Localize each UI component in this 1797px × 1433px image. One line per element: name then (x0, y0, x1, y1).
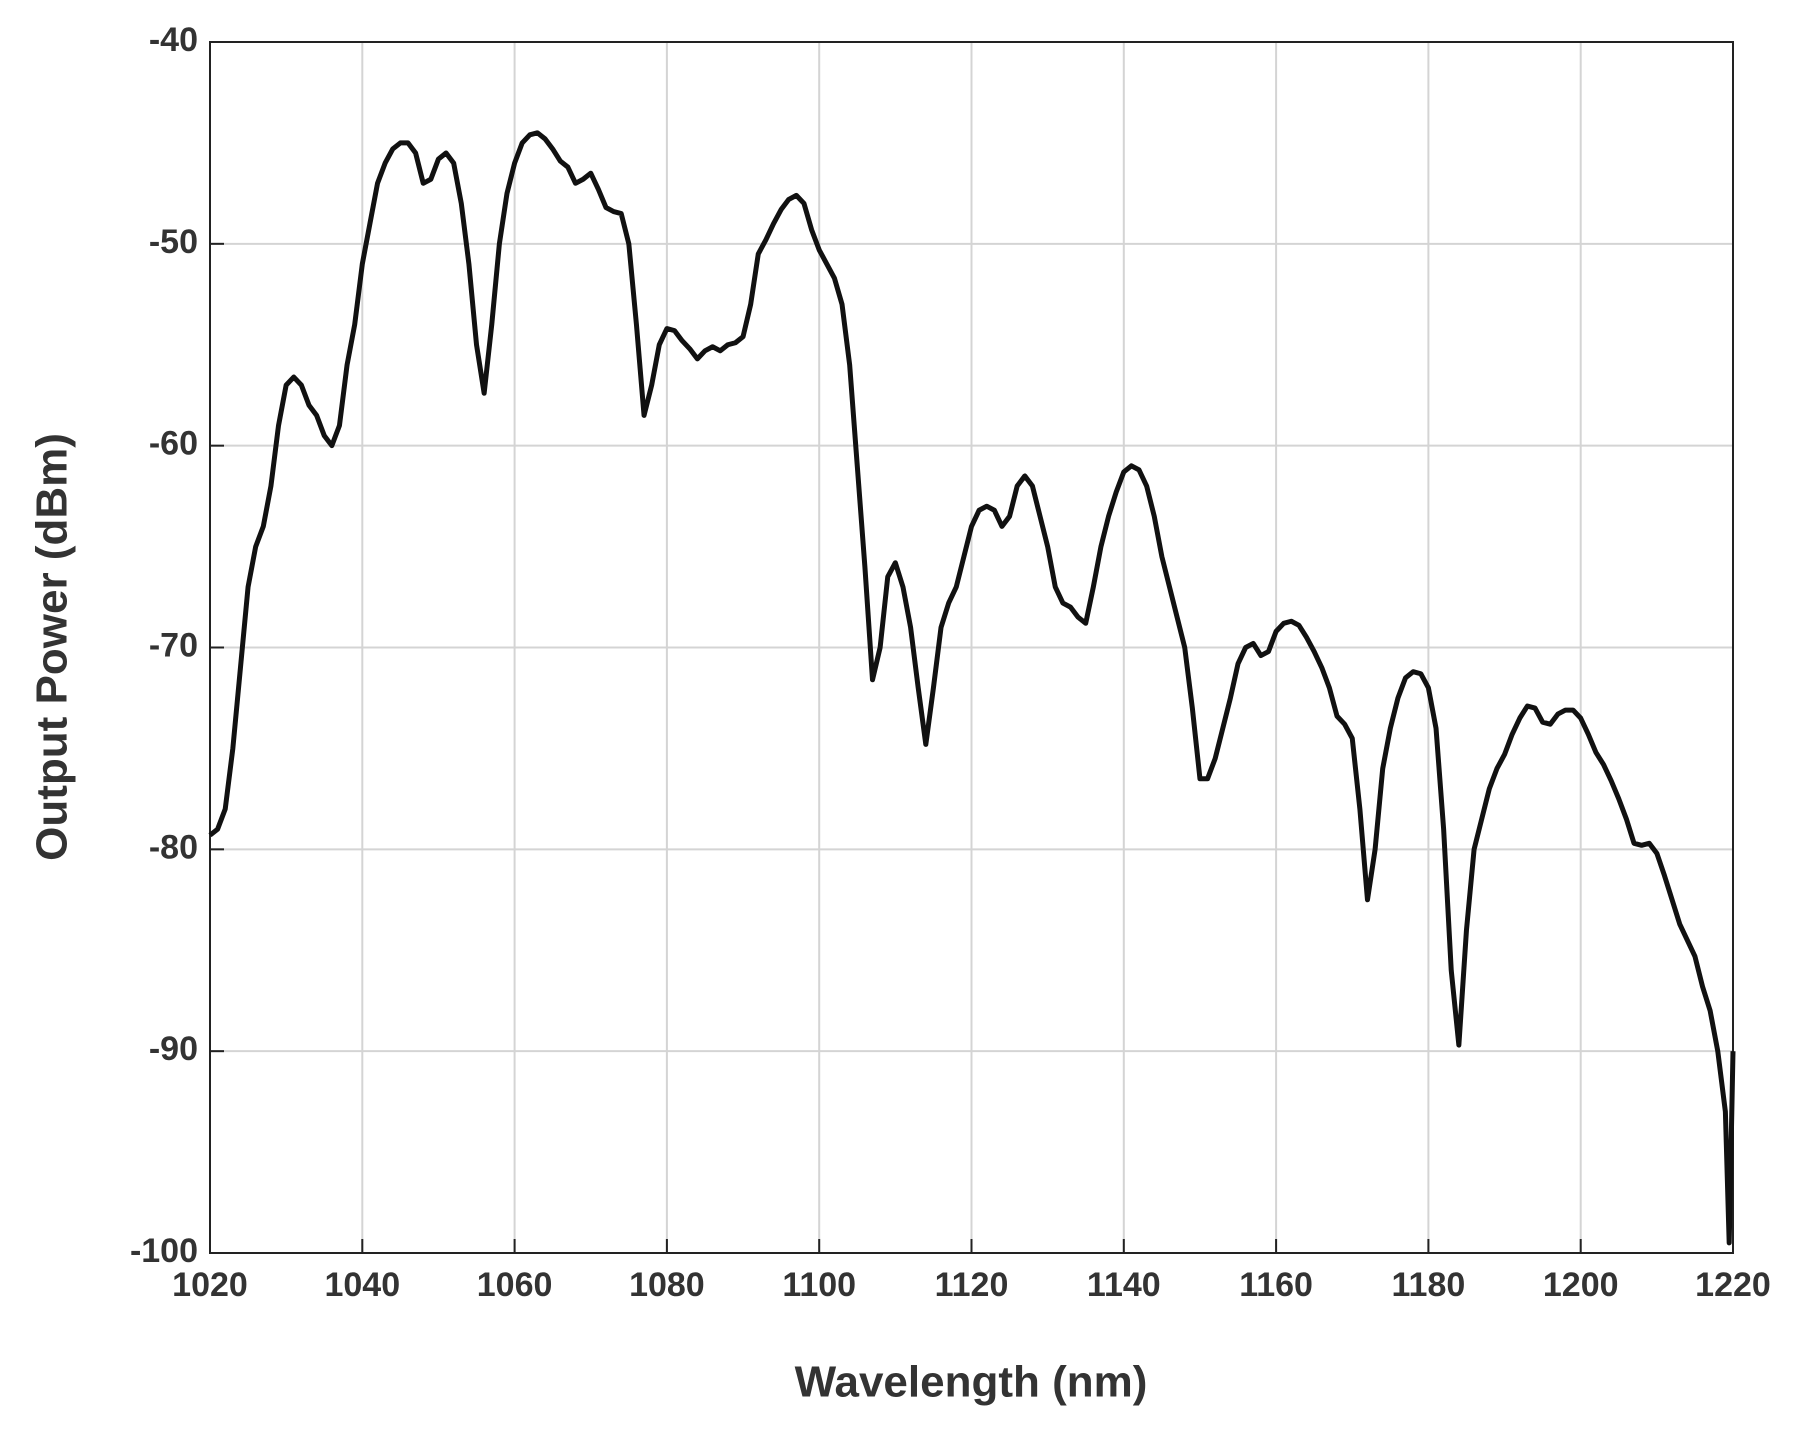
x-tick-label: 1120 (935, 1266, 1009, 1304)
x-tick-label: 1060 (477, 1266, 553, 1304)
x-tick-label: 1040 (324, 1266, 400, 1304)
y-axis-label: Output Power (dBm) (28, 433, 77, 861)
x-tick-label: 1220 (1695, 1266, 1771, 1304)
y-tick-label: -50 (149, 223, 198, 261)
x-axis-label: Wavelength (nm) (795, 1358, 1148, 1407)
x-tick-label: 1160 (1239, 1266, 1313, 1304)
x-tick-label: 1180 (1392, 1266, 1466, 1304)
y-tick-label: -60 (149, 425, 198, 463)
x-tick-label: 1200 (1543, 1266, 1619, 1304)
y-tick-label: -40 (149, 21, 198, 59)
y-tick-label: -100 (130, 1232, 198, 1270)
y-tick-label: -80 (149, 828, 198, 866)
x-tick-label: 1080 (629, 1266, 705, 1304)
plot-frame (209, 41, 1734, 1254)
y-tick-label: -70 (149, 626, 198, 664)
data-line (208, 130, 1736, 1246)
y-tick-label: -90 (149, 1030, 198, 1068)
x-tick-label: 1100 (782, 1266, 856, 1304)
x-tick-label: 1020 (172, 1266, 248, 1304)
x-tick-label: 1140 (1087, 1266, 1161, 1304)
